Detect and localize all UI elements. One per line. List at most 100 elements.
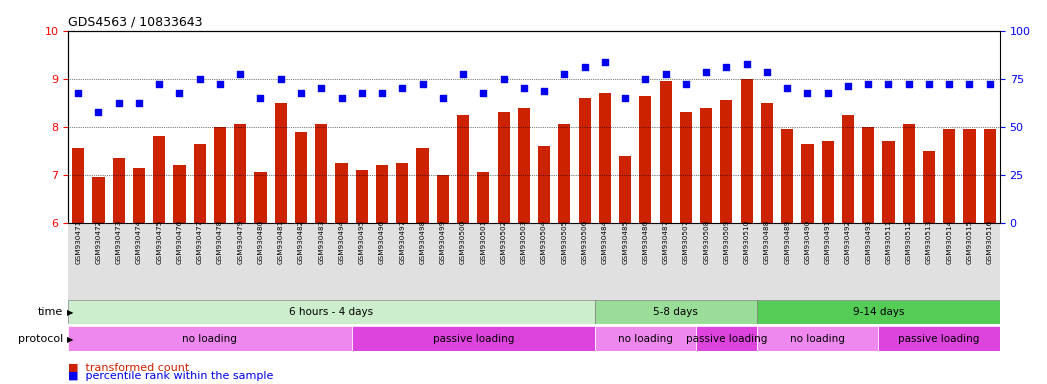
- Point: [820, 90, 837, 96]
- Bar: [72, 148, 84, 223]
- Bar: [214, 127, 226, 223]
- Bar: [822, 141, 833, 223]
- Bar: [295, 131, 307, 223]
- Point: [333, 95, 350, 101]
- Bar: [68, 326, 352, 351]
- Point: [110, 100, 127, 106]
- Point: [860, 81, 876, 87]
- Bar: [883, 141, 894, 223]
- Bar: [862, 127, 874, 223]
- Point: [475, 90, 492, 96]
- Point: [252, 95, 269, 101]
- Text: no loading: no loading: [618, 334, 673, 344]
- Bar: [740, 79, 753, 223]
- Bar: [720, 100, 733, 223]
- Point: [454, 71, 471, 77]
- Text: ▶: ▶: [67, 334, 73, 344]
- Point: [354, 90, 371, 96]
- Point: [151, 81, 168, 87]
- Bar: [761, 103, 773, 223]
- Point: [840, 83, 856, 89]
- Point: [900, 81, 917, 87]
- Point: [738, 61, 755, 68]
- Bar: [477, 172, 489, 223]
- Point: [597, 59, 614, 65]
- Point: [799, 90, 816, 96]
- Text: 6 hours - 4 days: 6 hours - 4 days: [289, 307, 374, 317]
- Point: [131, 100, 148, 106]
- Bar: [235, 124, 246, 223]
- Point: [495, 76, 512, 82]
- Bar: [254, 172, 267, 223]
- Bar: [696, 326, 757, 351]
- Point: [211, 81, 228, 87]
- Text: ■  transformed count: ■ transformed count: [68, 362, 190, 372]
- Point: [658, 71, 674, 77]
- Bar: [92, 177, 105, 223]
- Point: [617, 95, 633, 101]
- Point: [881, 81, 897, 87]
- Point: [171, 90, 187, 96]
- Bar: [579, 98, 591, 223]
- Bar: [538, 146, 550, 223]
- Bar: [456, 115, 469, 223]
- Bar: [356, 170, 367, 223]
- Point: [90, 109, 107, 115]
- Bar: [133, 167, 146, 223]
- Bar: [619, 156, 631, 223]
- Bar: [417, 148, 428, 223]
- Text: GDS4563 / 10833643: GDS4563 / 10833643: [68, 15, 202, 28]
- Text: time: time: [38, 307, 63, 317]
- Text: protocol: protocol: [18, 334, 63, 344]
- Bar: [878, 326, 1000, 351]
- Point: [981, 81, 998, 87]
- Point: [961, 81, 978, 87]
- Bar: [984, 129, 996, 223]
- Bar: [963, 129, 976, 223]
- Bar: [599, 93, 611, 223]
- Point: [415, 81, 431, 87]
- Text: ▶: ▶: [67, 308, 73, 317]
- Point: [556, 71, 573, 77]
- Point: [779, 85, 796, 91]
- Bar: [558, 124, 571, 223]
- Bar: [903, 124, 915, 223]
- Point: [374, 90, 391, 96]
- Point: [758, 68, 775, 74]
- Text: no loading: no loading: [790, 334, 845, 344]
- Point: [272, 76, 289, 82]
- Bar: [660, 81, 672, 223]
- Bar: [700, 108, 712, 223]
- Bar: [315, 124, 328, 223]
- Bar: [757, 326, 878, 351]
- Point: [394, 85, 410, 91]
- Bar: [352, 326, 595, 351]
- Text: 5-8 days: 5-8 days: [653, 307, 698, 317]
- Bar: [595, 326, 696, 351]
- Bar: [640, 96, 651, 223]
- Bar: [437, 175, 449, 223]
- Bar: [153, 136, 165, 223]
- Point: [192, 76, 208, 82]
- Text: 9-14 days: 9-14 days: [852, 307, 905, 317]
- Point: [941, 81, 958, 87]
- Bar: [274, 103, 287, 223]
- Point: [677, 81, 694, 87]
- Text: passive loading: passive loading: [898, 334, 980, 344]
- Bar: [943, 129, 955, 223]
- Bar: [595, 300, 757, 324]
- Point: [697, 68, 714, 74]
- Bar: [680, 112, 692, 223]
- Bar: [174, 165, 185, 223]
- Bar: [497, 112, 510, 223]
- Point: [536, 88, 553, 94]
- Point: [292, 90, 310, 96]
- Bar: [194, 144, 206, 223]
- Point: [718, 64, 735, 70]
- Bar: [396, 163, 408, 223]
- Point: [637, 76, 653, 82]
- Bar: [922, 151, 935, 223]
- Bar: [376, 165, 388, 223]
- Text: passive loading: passive loading: [686, 334, 767, 344]
- Bar: [68, 300, 595, 324]
